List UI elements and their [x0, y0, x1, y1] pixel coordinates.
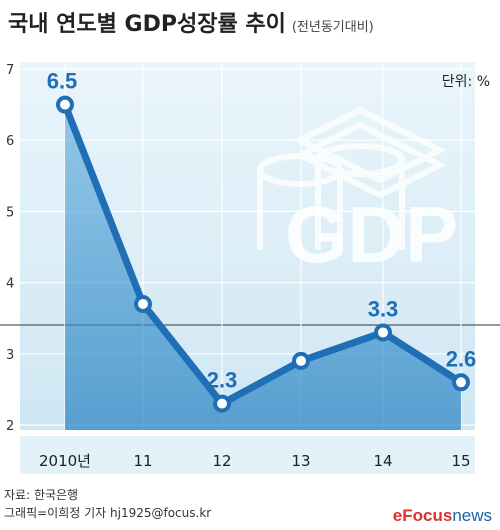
brand-mark: e — [392, 506, 403, 525]
data-point — [374, 323, 392, 342]
x-axis: 2010년 11 12 13 14 15 — [20, 436, 475, 474]
credit-text: 그래픽=이희정 기자 hj1925@focus.kr — [4, 506, 212, 520]
series-line-path — [61, 101, 465, 408]
x-axis-band — [20, 436, 475, 474]
data-point — [134, 294, 152, 313]
footer-source: 자료: 한국은행 그래픽=이희정 기자 hj1925@focus.kr — [4, 486, 211, 522]
gdp-watermark-text: GDP — [285, 190, 458, 279]
x-tick-label: 14 — [373, 452, 392, 470]
chart-title: 국내 연도별 GDP성장률 추이 (전년동기대비) — [8, 6, 374, 38]
brand-word: Focus — [402, 506, 453, 525]
data-point — [213, 394, 231, 413]
y-tick-label: 6 — [6, 134, 14, 149]
title-text: 국내 연도별 GDP성장률 추이 — [8, 12, 286, 37]
y-tick-label: 3 — [6, 348, 14, 363]
data-label: 3.3 — [368, 296, 399, 321]
series-line — [56, 95, 470, 413]
x-tick-label: 15 — [451, 452, 470, 470]
area-fill — [65, 104, 461, 430]
x-tick-label: 2010년 — [39, 452, 91, 470]
data-point — [292, 351, 310, 370]
data-label: 2.6 — [446, 346, 477, 371]
y-tick-label: 7 — [6, 63, 14, 78]
area-path — [65, 104, 461, 430]
y-tick-label: 5 — [6, 205, 14, 220]
data-labels: 6.5 2.3 3.3 2.6 — [47, 69, 477, 393]
source-text: 자료: 한국은행 — [4, 488, 79, 502]
data-point — [56, 95, 74, 114]
y-axis: 7 6 5 4 3 2 — [6, 63, 14, 434]
data-point — [452, 373, 470, 392]
data-label: 2.3 — [207, 368, 238, 393]
x-tick-label: 12 — [212, 452, 231, 470]
gdp-illustration: GDP — [257, 106, 458, 279]
brand-logo: eFocusnews — [393, 506, 492, 526]
brand-suffix: news — [452, 506, 492, 525]
y-tick-label: 2 — [6, 419, 14, 434]
y-tick-label: 4 — [6, 277, 14, 292]
x-tick-label: 13 — [291, 452, 310, 470]
x-tick-label: 11 — [133, 452, 152, 470]
subtitle-text: (전년동기대비) — [291, 20, 374, 35]
unit-label: 단위: % — [442, 74, 490, 90]
data-label: 6.5 — [47, 69, 78, 94]
